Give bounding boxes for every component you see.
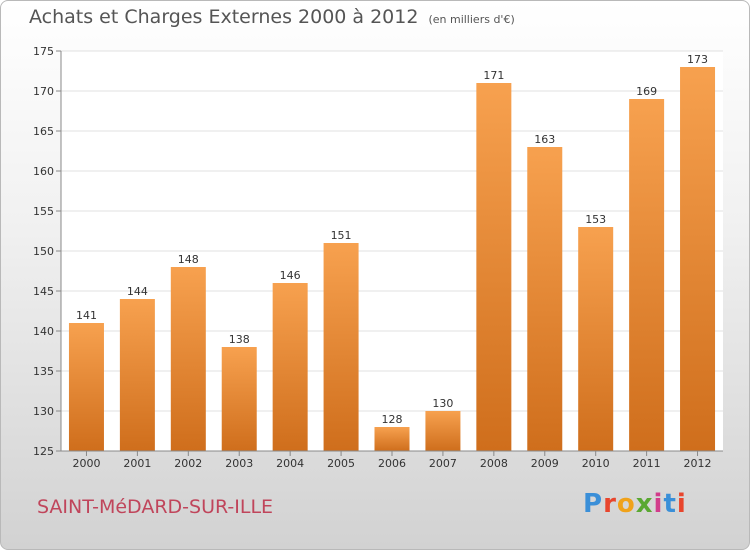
logo-letter: P [583, 489, 604, 519]
y-tick-label: 130 [33, 405, 54, 418]
y-tick-label: 175 [33, 45, 54, 58]
bar-2009 [527, 147, 563, 451]
y-tick-label: 160 [33, 165, 54, 178]
proxiti-logo: Proxiti [583, 489, 687, 519]
x-tick-label: 2003 [225, 457, 253, 470]
x-tick-label: 2000 [72, 457, 100, 470]
x-tick-label: 2005 [327, 457, 355, 470]
data-label-2002: 148 [178, 253, 199, 266]
x-tick-label: 2008 [480, 457, 508, 470]
chart-title: Achats et Charges Externes 2000 à 2012 (e… [29, 6, 515, 28]
data-label-2011: 169 [636, 85, 657, 98]
bar-2010 [578, 227, 614, 451]
y-tick-label: 145 [33, 285, 54, 298]
logo-letter: t [663, 489, 677, 519]
logo-text: Proxiti [583, 489, 687, 519]
x-tick-label: 2009 [531, 457, 559, 470]
x-tick-label: 2006 [378, 457, 406, 470]
data-label-2004: 146 [280, 269, 301, 282]
logo-letter: r [603, 489, 617, 519]
y-axis: 125 130 135 140 145 150 155 160 165 170 175 [33, 45, 62, 458]
x-axis: 2000 2001 2002 2003 2004 2005 2006 2007 2008 2009… [61, 450, 723, 470]
y-tick-label: 165 [33, 125, 54, 138]
data-label-2012: 173 [687, 53, 708, 66]
y-tick-label: 150 [33, 245, 54, 258]
logo-letter: i [653, 489, 664, 519]
bar-2001 [119, 299, 155, 451]
data-label-2009: 163 [534, 133, 555, 146]
chart-title-text: Achats et Charges Externes 2000 à 2012 [29, 6, 419, 28]
bar-2008 [476, 83, 512, 451]
bars: 141 144 148 138 146 151 128 130 171 163 153 169 173 [68, 53, 716, 451]
x-tick-label: 2002 [174, 457, 202, 470]
bar-2000 [68, 323, 104, 451]
data-label-2001: 144 [127, 285, 148, 298]
bar-2011 [629, 99, 665, 451]
data-label-2003: 138 [229, 333, 250, 346]
logo-letter: i [676, 489, 687, 519]
data-label-2007: 130 [432, 397, 453, 410]
x-tick-label: 2011 [633, 457, 661, 470]
y-tick-label: 170 [33, 85, 54, 98]
y-tick-label: 135 [33, 365, 54, 378]
bar-2003 [221, 347, 257, 451]
data-label-2010: 153 [585, 213, 606, 226]
logo-letter: x [635, 489, 654, 519]
bar-2006 [374, 427, 410, 451]
x-tick-label: 2001 [123, 457, 151, 470]
bar-2005 [323, 243, 359, 451]
logo-letter: o [616, 489, 636, 519]
bar-2004 [272, 283, 308, 451]
x-tick-label: 2010 [582, 457, 610, 470]
x-tick-label: 2012 [684, 457, 712, 470]
bar-2007 [425, 411, 461, 451]
y-tick-label: 125 [33, 445, 54, 458]
y-tick-label: 140 [33, 325, 54, 338]
commune-name: SAINT-MéDARD-SUR-ILLE [37, 496, 274, 518]
data-label-2005: 151 [331, 229, 352, 242]
data-label-2000: 141 [76, 309, 97, 322]
chart-subtitle: (en milliers d'€) [428, 13, 515, 26]
y-tick-label: 155 [33, 205, 54, 218]
bar-2012 [680, 67, 716, 451]
data-label-2008: 171 [483, 69, 504, 82]
x-tick-label: 2004 [276, 457, 304, 470]
bar-2002 [170, 267, 206, 451]
data-label-2006: 128 [382, 413, 403, 426]
x-tick-label: 2007 [429, 457, 457, 470]
